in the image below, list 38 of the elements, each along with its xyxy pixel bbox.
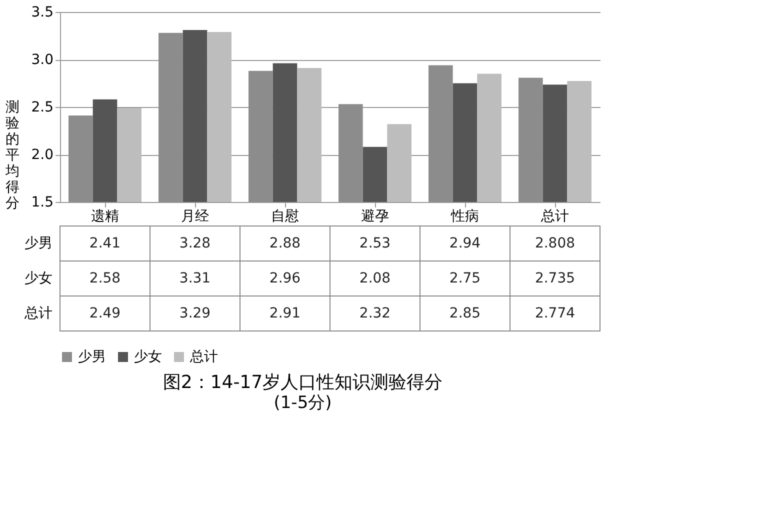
x-tick-label: 避孕 — [361, 208, 389, 224]
data-label: 3.28 — [179, 236, 211, 252]
x-tick-label: 自慰 — [271, 208, 299, 224]
data-label: 2.53 — [359, 236, 391, 252]
data-label: 3.31 — [179, 270, 211, 286]
data-label: 2.735 — [534, 270, 576, 286]
data-label: 2.808 — [534, 236, 576, 252]
legend-label: 少女 — [134, 349, 162, 365]
x-tick-label: 遗精 — [91, 208, 119, 224]
text: 图2：14-17岁人口性知识测验得分 — [162, 372, 443, 393]
data-label: 3.29 — [179, 306, 211, 322]
y-tick-label: 2.0 — [31, 147, 54, 163]
data-label: 2.58 — [89, 270, 121, 286]
x-tick-label: 总计 — [540, 208, 569, 224]
y-tick-label: 1.5 — [31, 194, 54, 210]
y-tick-label: 2.5 — [31, 100, 54, 116]
text: 少女 — [24, 270, 52, 286]
data-label: 2.85 — [449, 306, 481, 322]
x-tick-label: 性病 — [450, 208, 479, 224]
data-label: 2.91 — [269, 306, 301, 322]
data-label: 2.75 — [449, 270, 481, 286]
data-label: 2.32 — [359, 306, 391, 322]
y-tick-label: 3.0 — [31, 52, 54, 68]
legend-label: 总计 — [189, 349, 218, 365]
data-label: 2.88 — [269, 236, 301, 252]
legend-label: 少男 — [78, 349, 106, 365]
data-label: 2.774 — [534, 306, 576, 322]
data-label: 2.08 — [359, 270, 391, 286]
data-label: 2.49 — [89, 306, 121, 322]
text: 总计 — [24, 306, 52, 322]
x-tick-label: 月经 — [181, 208, 209, 224]
data-label: 2.94 — [449, 236, 481, 252]
text: 少男 — [24, 236, 52, 252]
y-axis-title: 测验的平均得分 — [4, 100, 20, 212]
text: (1-5分) — [274, 393, 332, 413]
y-tick-label: 3.5 — [31, 4, 54, 20]
data-label: 2.41 — [89, 236, 121, 252]
data-label: 2.96 — [269, 270, 301, 286]
